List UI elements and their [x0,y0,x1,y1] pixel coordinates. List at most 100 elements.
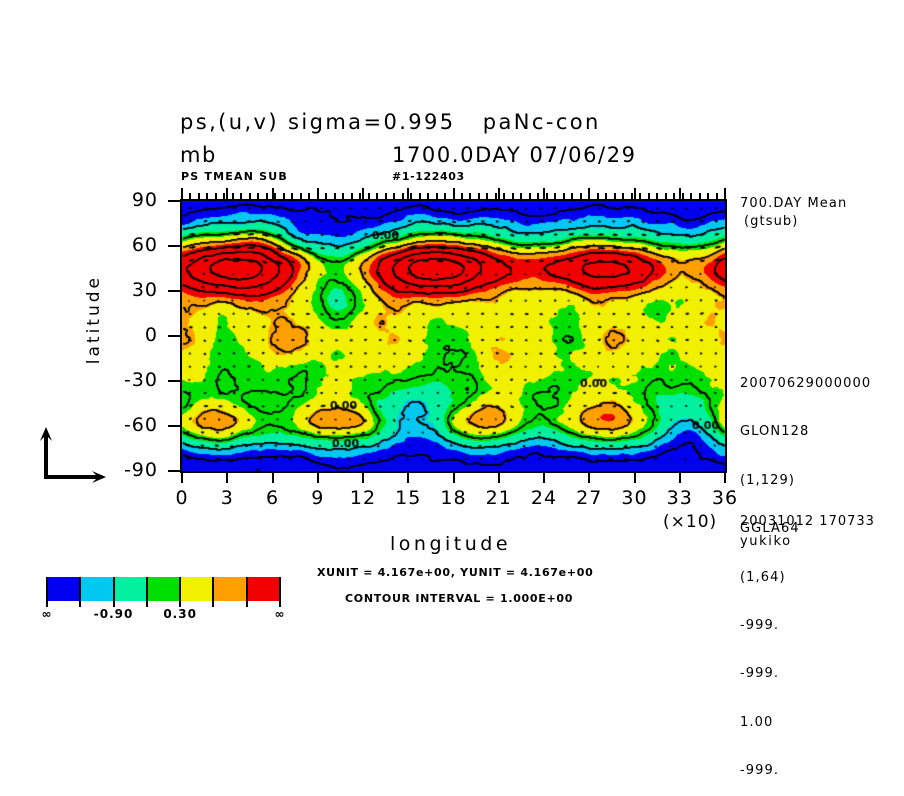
x-minor-tick [189,193,192,200]
reference-vector-icon [40,427,106,483]
x-minor-tick [503,193,506,200]
metadata-grid-lat: GGLA64 [740,521,800,537]
x-minor-tick [588,193,591,200]
x-minor-tick [554,193,557,200]
x-minor-tick [690,193,693,200]
colorbar-tick [179,577,182,607]
y-tick-label: -30 [123,369,158,391]
metadata-missing-3: -999. [740,763,780,779]
y-tick-label: 0 [144,324,158,346]
y-tick-mark [168,335,182,337]
colorbar-swatch [246,577,280,601]
x-minor-tick [274,193,277,200]
x-tick-mark [588,471,591,483]
colorbar-tick [79,577,82,607]
y-tick-label: 30 [131,279,158,301]
x-minor-tick [630,193,633,200]
x-minor-tick [231,193,234,200]
metadata-username: yukiko [740,534,792,549]
x-minor-tick [240,193,243,200]
x-minor-tick [359,193,362,200]
x-minor-tick [299,193,302,200]
x-minor-tick [613,193,616,200]
x-minor-tick [410,193,413,200]
x-minor-tick [427,193,430,200]
metadata-mean-label: 700.DAY Mean [740,196,848,211]
x-tick-label: 27 [576,487,603,509]
x-minor-tick [579,193,582,200]
x-minor-tick [367,193,370,200]
y-tick-mark [168,425,182,427]
x-tick-mark [497,471,500,483]
axis-ticks [168,188,726,483]
x-tick-mark-top [543,188,545,200]
metadata-lon-range: (1,129) [740,472,796,488]
x-tick-mark [543,471,545,483]
x-minor-tick [444,193,447,200]
x-tick-mark [724,471,726,483]
x-minor-tick [401,193,404,200]
x-minor-tick [376,193,379,200]
x-minor-tick [656,193,659,200]
x-tick-label: 12 [349,487,377,509]
x-minor-tick [393,193,396,200]
metadata-timestamp: 20031012 170733 [740,514,875,529]
x-tick-mark-top [633,188,636,200]
x-minor-tick [520,193,523,200]
x-minor-tick [639,193,642,200]
plot-unit-label: mb [180,143,217,167]
x-minor-tick [248,193,251,200]
x-tick-mark-top [407,188,410,200]
contour-field-canvas [182,201,725,471]
x-minor-tick [707,193,710,200]
metadata-missing-1: -999. [740,618,780,634]
x-minor-tick [571,193,574,200]
x-axis-tick-labels: 0 3 6 9 12 15 18 21 24 27 30 33 36 [175,487,737,509]
x-minor-tick [460,193,463,200]
colorbar-swatch [113,577,147,601]
x-axis-title: longitude [390,533,512,555]
colorbar-ticks [46,577,281,607]
x-minor-tick [384,193,387,200]
x-tick-mark-top [497,188,500,200]
metadata-source: (gtsub) [744,214,799,229]
x-minor-tick [494,193,497,200]
x-minor-tick [282,193,285,200]
y-tick-mark [168,200,182,202]
note-units: XUNIT = 4.167e+00, YUNIT = 4.167e+00 [317,566,594,579]
colorbar-swatch [180,577,214,601]
x-tick-label: 33 [666,487,693,509]
colorbar-tick [212,577,215,607]
metadata-grid-lon: GLON128 [740,424,810,440]
x-tick-mark [633,471,636,483]
metadata-factor: 1.00 [740,714,774,730]
x-minor-tick [316,193,319,200]
x-minor-tick [197,193,200,200]
x-minor-tick [265,193,268,200]
x-tick-mark [452,471,455,483]
y-tick-mark [168,245,182,247]
x-minor-tick [452,193,455,200]
x-minor-tick [469,193,472,200]
colorbar-label: 0.30 [163,607,197,621]
x-minor-tick [647,193,650,200]
x-minor-tick [698,193,701,200]
x-minor-tick [664,193,667,200]
plot-time-label: 1700.0DAY 07/06/29 [392,143,637,167]
x-minor-tick [181,193,183,200]
x-tick-mark [226,471,229,483]
colorbar-tick [279,577,281,607]
x-minor-tick [596,193,599,200]
y-tick-label: -60 [123,414,158,436]
x-minor-tick [333,193,336,200]
x-tick-mark-top [362,188,364,200]
x-minor-tick [308,193,311,200]
x-minor-tick [350,193,353,200]
x-minor-tick [325,193,328,200]
x-axis-multiplier: (×10) [663,512,718,532]
y-tick-mark [168,380,182,382]
x-tick-mark [407,471,410,483]
colorbar-tick [145,577,148,607]
x-tick-mark [181,471,183,483]
y-tick-mark [168,290,182,292]
